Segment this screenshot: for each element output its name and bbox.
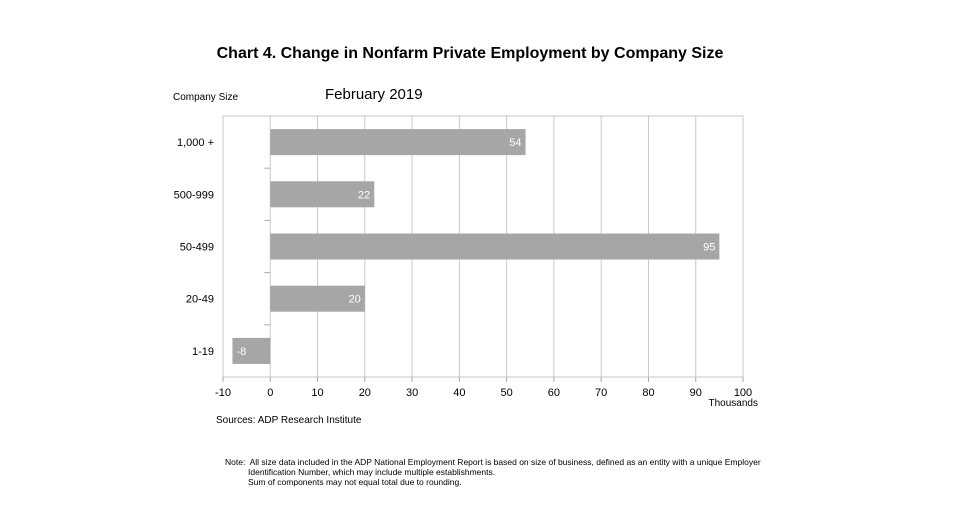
bar xyxy=(270,181,375,208)
note-line-3: Sum of components may not equal total du… xyxy=(248,477,462,487)
note-line-2: Identification Number, which may include… xyxy=(248,467,495,477)
x-tick-label: 70 xyxy=(595,387,607,399)
x-tick-label: -10 xyxy=(215,387,231,399)
chart-title: Chart 4. Change in Nonfarm Private Emplo… xyxy=(217,45,724,62)
category-label: 1,000 + xyxy=(177,137,214,149)
x-tick-labels: -10 0 10 20 30 40 50 60 70 80 90 100 xyxy=(215,387,752,399)
y-axis-label: Company Size xyxy=(173,92,238,103)
x-tick-label: 100 xyxy=(734,387,752,399)
x-tick-label: 30 xyxy=(406,387,418,399)
bar xyxy=(232,337,271,364)
x-tick-label: 60 xyxy=(548,387,560,399)
data-label: 20 xyxy=(349,294,361,306)
bars: 54 22 95 20 -8 xyxy=(232,129,720,364)
x-tick-label: 40 xyxy=(453,387,465,399)
bar xyxy=(270,129,526,156)
category-label: 50-499 xyxy=(180,242,214,254)
data-label: -8 xyxy=(236,346,246,358)
category-label: 1-19 xyxy=(192,346,214,358)
chart-subtitle: February 2019 xyxy=(325,86,423,103)
x-tick-label: 20 xyxy=(359,387,371,399)
x-axis-label: Thousands xyxy=(709,398,758,409)
data-label: 95 xyxy=(703,242,715,254)
x-tick-label: 50 xyxy=(501,387,513,399)
data-label: 54 xyxy=(509,137,521,149)
category-label: 20-49 xyxy=(186,294,214,306)
source-text: Sources: ADP Research Institute xyxy=(216,415,362,426)
bar xyxy=(270,233,720,260)
x-tick-label: 90 xyxy=(690,387,702,399)
x-tick-label: 0 xyxy=(267,387,273,399)
note-line-1: Note: All size data included in the ADP … xyxy=(225,457,761,467)
category-label: 500-999 xyxy=(174,189,214,201)
x-tick-label: 10 xyxy=(311,387,323,399)
category-labels: 1,000 + 500-999 50-499 20-49 1-19 xyxy=(174,137,214,358)
bar xyxy=(270,285,365,312)
data-label: 22 xyxy=(358,189,370,201)
x-tick-label: 80 xyxy=(642,387,654,399)
